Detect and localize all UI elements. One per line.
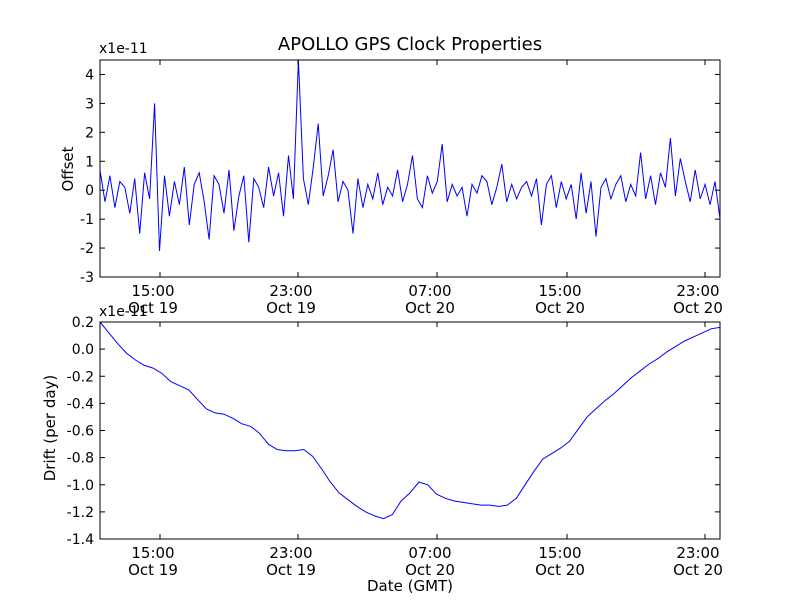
x-tick-date-label: Oct 19 <box>266 561 316 579</box>
x-tick-time-label: 07:00 <box>408 282 451 300</box>
y-tick-label: 0.2 <box>72 315 94 331</box>
offset-scale-label: x1e-11 <box>99 41 148 57</box>
y-tick-label: -0.2 <box>67 369 94 385</box>
x-tick-time-label: 15:00 <box>538 282 581 300</box>
y-tick-label: -1.2 <box>67 505 94 521</box>
x-tick-time-label: 23:00 <box>269 282 312 300</box>
drift-plot-area <box>99 321 721 540</box>
x-tick-date-label: Oct 20 <box>405 299 455 317</box>
x-tick-time-label: 23:00 <box>269 544 312 562</box>
y-tick-label: 0.0 <box>72 342 94 358</box>
drift-y-label: Drift (per day) <box>41 375 59 482</box>
x-tick-time-label: 15:00 <box>538 544 581 562</box>
y-tick-label: 0 <box>85 183 94 199</box>
y-tick-label: -1.0 <box>67 478 94 494</box>
x-tick-date-label: Oct 20 <box>405 561 455 579</box>
drift-series-line <box>99 321 721 520</box>
x-tick-date-label: Oct 20 <box>673 561 723 579</box>
y-tick-label: 2 <box>85 125 94 141</box>
x-tick-date-label: Oct 20 <box>673 299 723 317</box>
y-tick-label: -1.4 <box>67 532 94 548</box>
x-tick-date-label: Oct 19 <box>128 561 178 579</box>
drift-panel: -1.4 -1.2 -1.0 -0.8 -0.6 -0.4 -0.2 0.0 0.2 15:00… <box>41 304 723 579</box>
x-tick-date-label: Oct 19 <box>128 299 178 317</box>
y-tick-label: -3 <box>80 270 94 286</box>
x-tick-date-label: Oct 20 <box>535 299 585 317</box>
y-tick-label: 1 <box>85 154 94 170</box>
offset-y-label: Offset <box>59 146 77 191</box>
y-tick-label: 3 <box>85 96 94 112</box>
x-tick-time-label: 15:00 <box>131 544 174 562</box>
drift-y-ticks: -1.4 -1.2 -1.0 -0.8 -0.6 -0.4 -0.2 0.0 0.2 <box>67 315 720 548</box>
y-tick-label: -0.6 <box>67 424 94 440</box>
x-tick-date-label: Oct 20 <box>535 561 585 579</box>
offset-y-ticks: -3 -2 -1 0 1 2 3 4 <box>80 67 720 286</box>
y-tick-label: -2 <box>80 241 94 257</box>
x-tick-time-label: 15:00 <box>131 282 174 300</box>
drift-scale-label: x1e-11 <box>99 304 148 320</box>
x-tick-time-label: 23:00 <box>676 544 719 562</box>
figure-title: APOLLO GPS Clock Properties <box>278 34 542 55</box>
y-tick-label: -0.4 <box>67 396 94 412</box>
x-tick-date-label: Oct 19 <box>266 299 316 317</box>
y-tick-label: 4 <box>85 67 94 83</box>
x-tick-time-label: 23:00 <box>676 282 719 300</box>
x-axis-label: Date (GMT) <box>367 577 453 595</box>
y-tick-label: -0.8 <box>67 451 94 467</box>
offset-series-line <box>99 59 721 252</box>
y-tick-label: -1 <box>80 212 94 228</box>
x-tick-time-label: 07:00 <box>408 544 451 562</box>
